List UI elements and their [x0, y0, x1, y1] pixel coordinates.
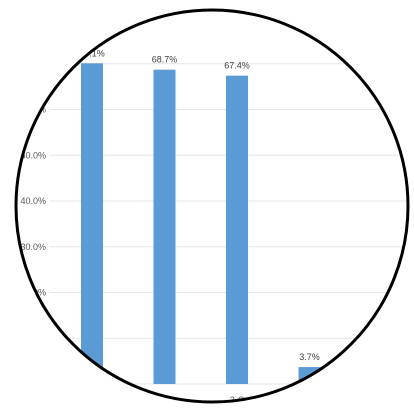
- data-label: 70.1%: [79, 48, 105, 58]
- y-tick-label: 10.0%: [20, 333, 46, 343]
- y-tick-label: 40.0%: [20, 196, 46, 206]
- y-tick-label: 30.0%: [20, 242, 46, 252]
- bar: [226, 75, 248, 385]
- data-label: 67.4%: [224, 61, 250, 71]
- bar: [81, 63, 103, 384]
- data-labels: 70.1% 68.7% 67.4% 3.7%: [79, 48, 320, 362]
- bars: [81, 63, 321, 385]
- x-tick-label: 3-C: [230, 395, 245, 405]
- bar: [153, 69, 176, 384]
- y-tick-label: 50.0%: [20, 150, 46, 160]
- circular-frame: [14, 8, 410, 404]
- y-tick-label: 70.0%: [20, 59, 46, 69]
- data-label: 3.7%: [299, 352, 320, 362]
- y-tick-label: 0.0%: [25, 379, 46, 389]
- data-label: 68.7%: [152, 55, 178, 65]
